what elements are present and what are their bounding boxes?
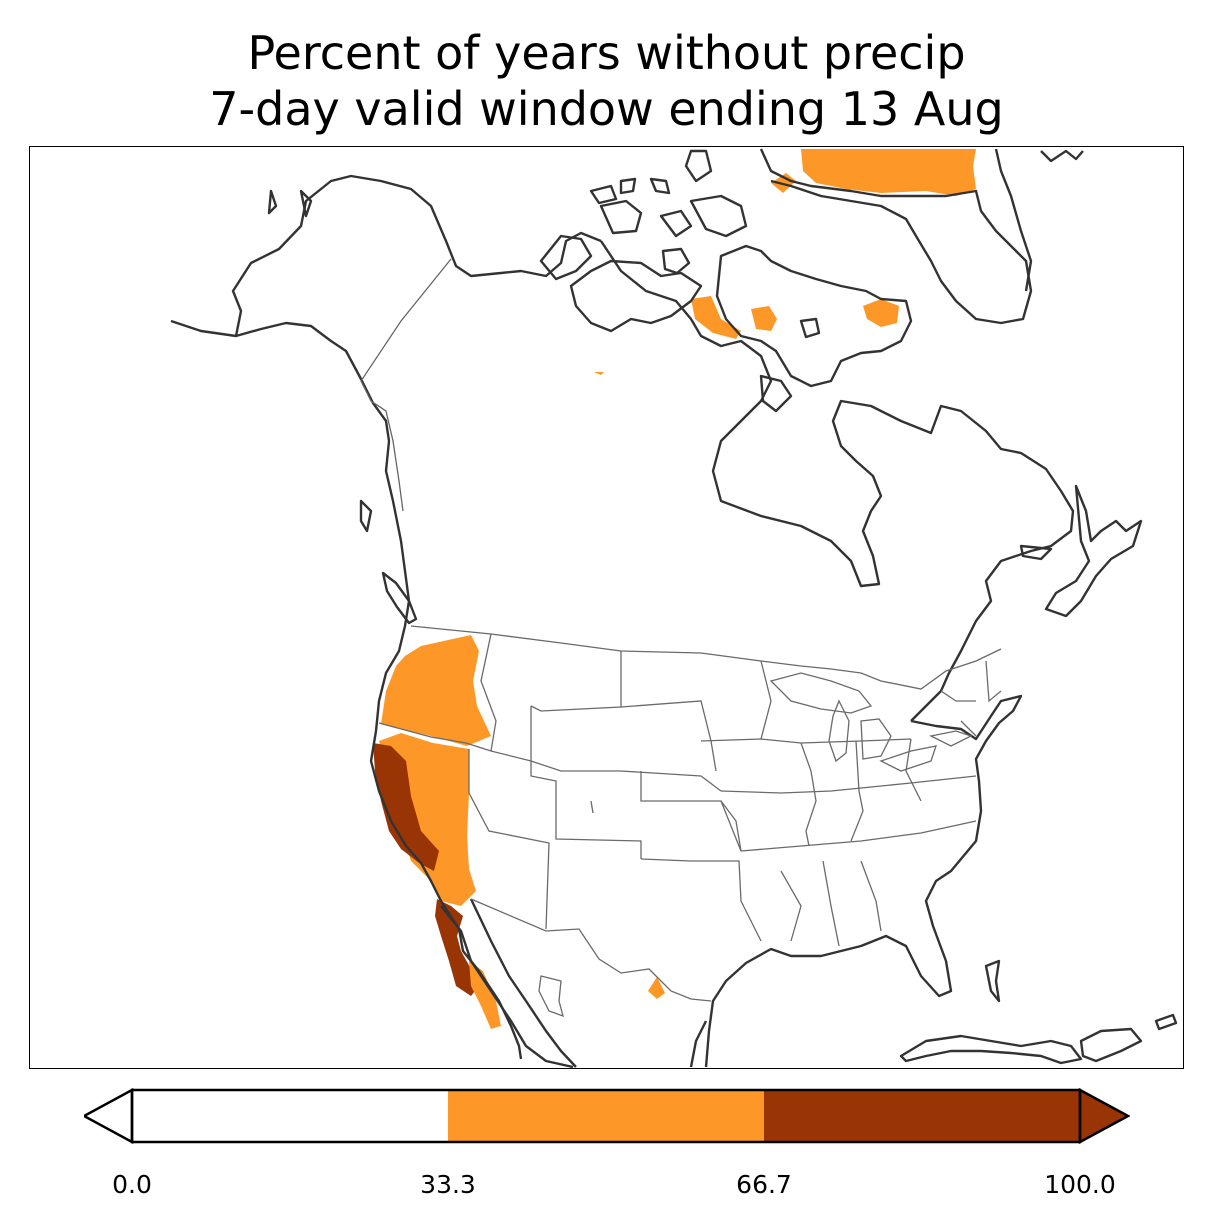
region-coahuila xyxy=(648,977,665,999)
colorbar-bin-2 xyxy=(764,1090,1081,1142)
political-borders xyxy=(360,258,1002,1018)
colorbar-tick-100: 100.0 xyxy=(1044,1170,1116,1199)
chart-title-line-1: Percent of years without precip xyxy=(247,26,966,80)
colorbar-bin-1 xyxy=(448,1090,765,1142)
colorbar-bin-0 xyxy=(132,1090,449,1142)
colorbar-tick-0: 0.0 xyxy=(112,1170,152,1199)
shaded-regions xyxy=(373,149,976,1029)
colorbar-tick-67: 66.7 xyxy=(736,1170,792,1199)
region-arctic-island-1 xyxy=(691,296,741,339)
north-america-map xyxy=(170,148,1178,1068)
region-arctic-island-4 xyxy=(594,372,604,375)
region-baja-sur xyxy=(469,961,501,1029)
map-panel xyxy=(29,146,1184,1069)
region-north-greenland xyxy=(801,149,976,196)
region-arctic-island-2 xyxy=(751,306,777,331)
region-arctic-island-3 xyxy=(863,299,899,327)
colorbar-outline xyxy=(130,1088,1082,1144)
region-baja-california xyxy=(435,899,481,996)
colorbar-tick-33: 33.3 xyxy=(420,1170,476,1199)
colorbar xyxy=(84,1088,1130,1144)
coastlines xyxy=(170,148,1178,1068)
colorbar-extend-low xyxy=(84,1088,134,1144)
region-oregon-washington xyxy=(381,635,491,746)
region-california-coast xyxy=(373,743,439,871)
chart-title-line-2: 7-day valid window ending 13 Aug xyxy=(209,82,1004,136)
colorbar-extend-high xyxy=(1078,1088,1130,1144)
